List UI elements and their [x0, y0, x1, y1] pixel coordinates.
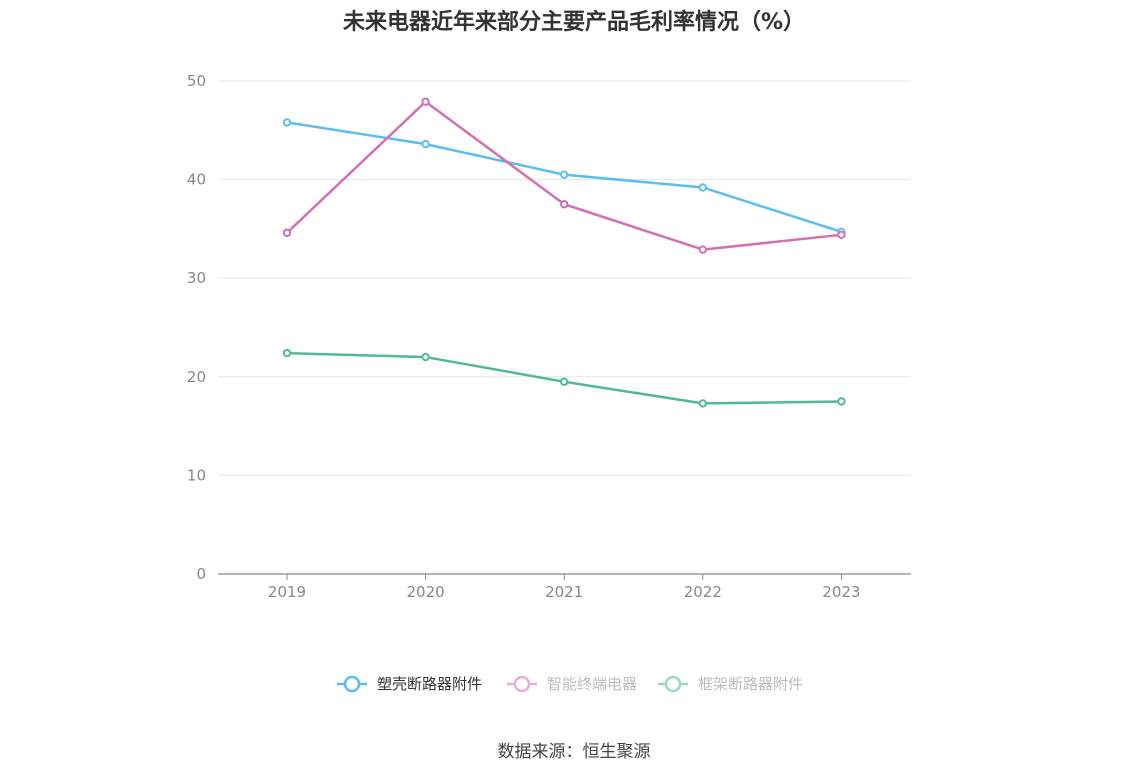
x-tick-label: 2020 — [407, 583, 445, 601]
legend-marker-icon — [513, 675, 531, 693]
y-tick-label: 10 — [187, 466, 206, 484]
y-tick-label: 50 — [187, 72, 206, 90]
legend[interactable]: 塑壳断路器附件 智能终端电器 框架断路器附件 — [337, 675, 803, 693]
data-point — [282, 348, 292, 358]
x-tick-label: 2022 — [684, 583, 722, 601]
data-point — [560, 200, 569, 209]
data-point — [421, 352, 430, 362]
gridlines — [218, 80, 911, 476]
legend-item-3[interactable]: 框架断路器附件 — [658, 675, 803, 693]
data-point — [698, 183, 707, 192]
x-tick-label: 2019 — [268, 583, 306, 601]
data-source-note: 数据来源：恒生聚源 — [497, 742, 651, 762]
data-point — [837, 230, 846, 240]
series-1 — [282, 118, 846, 237]
legend-label: 塑壳断路器附件 — [377, 675, 482, 693]
legend-label: 框架断路器附件 — [698, 675, 803, 693]
x-tick-label: 2023 — [822, 583, 860, 601]
y-tick-label: 30 — [187, 269, 206, 287]
y-tick-label: 0 — [196, 565, 206, 583]
chart-title: 未来电器近年来部分主要产品毛利率情况（%） — [342, 10, 806, 35]
data-point — [560, 377, 569, 386]
data-point — [421, 139, 430, 149]
x-tick-label: 2021 — [545, 583, 583, 601]
data-point — [837, 397, 846, 406]
series-3 — [282, 348, 846, 408]
data-point — [698, 245, 707, 254]
y-tick-label: 20 — [187, 368, 206, 386]
series-2 — [282, 97, 846, 254]
series-lines — [282, 97, 846, 408]
legend-marker-icon — [343, 675, 361, 693]
y-tick-label: 40 — [187, 171, 206, 189]
data-point — [421, 97, 430, 106]
axes: 0 10 20 30 40 50 2019 2020 2021 2022 2023 — [187, 72, 911, 601]
data-point — [698, 399, 707, 408]
legend-marker-icon — [664, 675, 682, 693]
legend-item-1[interactable]: 塑壳断路器附件 — [337, 675, 482, 693]
data-point — [560, 170, 569, 179]
data-point — [282, 228, 292, 238]
legend-item-2[interactable]: 智能终端电器 — [507, 675, 637, 693]
data-point — [282, 118, 292, 127]
legend-label: 智能终端电器 — [547, 675, 637, 693]
